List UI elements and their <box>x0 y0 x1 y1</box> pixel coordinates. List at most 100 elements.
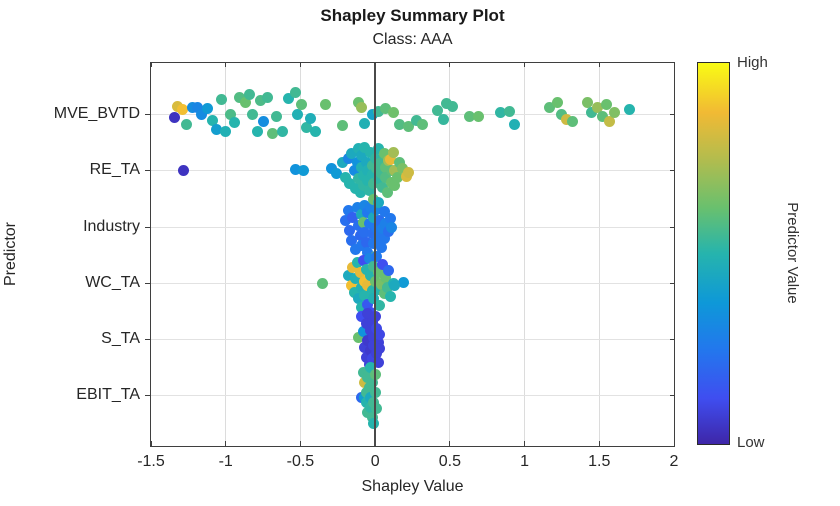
scatter-point <box>363 252 375 264</box>
x-axis-label: Shapley Value <box>361 478 464 495</box>
scatter-point <box>463 110 475 122</box>
colorbar-high-label: High <box>737 54 768 71</box>
scatter-point <box>291 108 303 120</box>
scatter-point <box>366 352 378 364</box>
scatter-point <box>357 254 369 266</box>
x-tick-label: 1.5 <box>588 453 611 470</box>
plot-area <box>150 62 675 447</box>
scatter-point <box>411 114 423 126</box>
scatter-point <box>360 156 372 168</box>
x-axis-tick <box>524 441 526 446</box>
x-tick-label: 2 <box>669 453 679 470</box>
x-axis-tick-top <box>673 63 674 67</box>
scatter-point <box>365 361 377 373</box>
scatter-point <box>608 106 620 118</box>
scatter-point <box>305 112 317 124</box>
scatter-point <box>366 168 378 180</box>
scatter-point <box>495 106 507 118</box>
scatter-point <box>345 234 357 246</box>
scatter-point <box>359 226 371 238</box>
scatter-point <box>604 115 616 127</box>
x-axis-tick-top <box>524 63 526 67</box>
scatter-point <box>342 269 354 281</box>
h-gridline <box>151 114 674 115</box>
scatter-point <box>247 108 259 120</box>
scatter-point <box>296 98 308 110</box>
scatter-point <box>380 271 392 283</box>
scatter-point <box>384 153 396 165</box>
scatter-point <box>560 113 572 125</box>
scatter-point <box>356 208 368 220</box>
x-tick-label: -1.5 <box>137 453 165 470</box>
y-axis-tick <box>145 339 150 340</box>
scatter-point <box>566 115 578 127</box>
scatter-point <box>417 118 429 130</box>
x-axis-tick-top <box>449 63 451 67</box>
scatter-point <box>356 161 368 173</box>
scatter-point <box>362 371 374 383</box>
scatter-point <box>372 105 384 117</box>
scatter-point <box>276 125 288 137</box>
scatter-point <box>374 157 386 169</box>
scatter-point <box>389 164 401 176</box>
y-axis-tick-right <box>670 114 674 115</box>
scatter-point <box>356 149 368 161</box>
x-axis-tick-top <box>151 63 152 67</box>
scatter-point <box>375 241 387 253</box>
y-axis-tick-right <box>670 227 674 228</box>
y-axis-tick-right <box>670 339 674 340</box>
scatter-point <box>366 108 378 120</box>
scatter-point <box>282 92 294 104</box>
chart-title: Shapley Summary Plot <box>320 6 505 25</box>
scatter-point <box>378 232 390 244</box>
y-axis-tick <box>145 227 150 228</box>
scatter-point <box>239 96 251 108</box>
scatter-point <box>380 102 392 114</box>
scatter-point <box>353 331 365 343</box>
scatter-point <box>356 281 368 293</box>
scatter-point <box>441 97 453 109</box>
scatter-point <box>244 88 256 100</box>
scatter-point <box>392 171 404 183</box>
scatter-point <box>365 201 377 213</box>
scatter-point <box>368 396 380 408</box>
scatter-point <box>365 269 377 281</box>
scatter-point <box>372 231 384 243</box>
scatter-point <box>372 196 384 208</box>
scatter-point <box>181 118 193 130</box>
scatter-point <box>178 164 190 176</box>
scatter-point <box>191 101 203 113</box>
scatter-point <box>351 256 363 268</box>
scatter-point <box>393 118 405 130</box>
scatter-point <box>362 307 374 319</box>
scatter-point <box>381 281 393 293</box>
scatter-point <box>368 237 380 249</box>
scatter-point <box>374 214 386 226</box>
scatter-point <box>336 156 348 168</box>
x-axis-tick <box>151 441 152 446</box>
scatter-point <box>366 411 378 423</box>
scatter-point <box>206 114 218 126</box>
scatter-point <box>202 102 214 114</box>
scatter-point <box>371 402 383 414</box>
scatter-point <box>357 169 369 181</box>
scatter-point <box>350 272 362 284</box>
scatter-point <box>378 205 390 217</box>
scatter-point <box>359 341 371 353</box>
scatter-point <box>357 179 369 191</box>
scatter-point <box>586 106 598 118</box>
scatter-point <box>359 289 371 301</box>
scatter-point <box>368 331 380 343</box>
scatter-point <box>359 141 371 153</box>
scatter-point <box>359 117 371 129</box>
x-axis-tick <box>225 441 227 446</box>
scatter-point <box>360 263 372 275</box>
scatter-point <box>381 186 393 198</box>
scatter-point <box>176 103 188 115</box>
x-axis-tick <box>299 441 301 446</box>
h-gridline <box>151 339 674 340</box>
scatter-point <box>233 91 245 103</box>
scatter-point <box>362 334 374 346</box>
scatter-point <box>386 221 398 233</box>
scatter-point <box>623 103 635 115</box>
